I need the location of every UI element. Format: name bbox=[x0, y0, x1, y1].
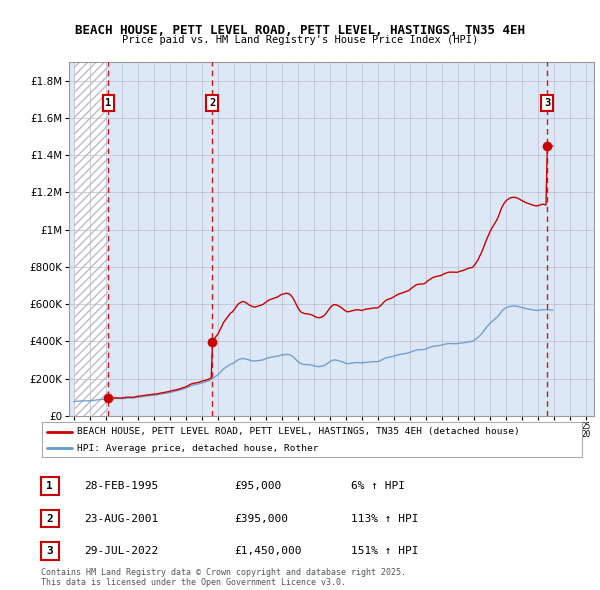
Text: Contains HM Land Registry data © Crown copyright and database right 2025.
This d: Contains HM Land Registry data © Crown c… bbox=[41, 568, 406, 587]
Text: 2: 2 bbox=[46, 514, 53, 523]
Text: 151% ↑ HPI: 151% ↑ HPI bbox=[351, 546, 419, 556]
Text: £95,000: £95,000 bbox=[234, 481, 281, 491]
Text: 23-AUG-2001: 23-AUG-2001 bbox=[84, 514, 158, 523]
Bar bbox=[74, 62, 109, 416]
Text: £395,000: £395,000 bbox=[234, 514, 288, 523]
Text: BEACH HOUSE, PETT LEVEL ROAD, PETT LEVEL, HASTINGS, TN35 4EH (detached house): BEACH HOUSE, PETT LEVEL ROAD, PETT LEVEL… bbox=[77, 427, 520, 436]
Text: 113% ↑ HPI: 113% ↑ HPI bbox=[351, 514, 419, 523]
Text: 3: 3 bbox=[46, 546, 53, 556]
Text: £1,450,000: £1,450,000 bbox=[234, 546, 302, 556]
Text: 29-JUL-2022: 29-JUL-2022 bbox=[84, 546, 158, 556]
Text: 1: 1 bbox=[105, 98, 112, 108]
Text: 1: 1 bbox=[46, 481, 53, 491]
Text: 3: 3 bbox=[544, 98, 550, 108]
Text: Price paid vs. HM Land Registry's House Price Index (HPI): Price paid vs. HM Land Registry's House … bbox=[122, 35, 478, 45]
Text: BEACH HOUSE, PETT LEVEL ROAD, PETT LEVEL, HASTINGS, TN35 4EH: BEACH HOUSE, PETT LEVEL ROAD, PETT LEVEL… bbox=[75, 24, 525, 37]
Text: 2: 2 bbox=[209, 98, 215, 108]
Text: HPI: Average price, detached house, Rother: HPI: Average price, detached house, Roth… bbox=[77, 444, 319, 453]
Text: 6% ↑ HPI: 6% ↑ HPI bbox=[351, 481, 405, 491]
Text: 28-FEB-1995: 28-FEB-1995 bbox=[84, 481, 158, 491]
Bar bbox=[74, 62, 109, 416]
